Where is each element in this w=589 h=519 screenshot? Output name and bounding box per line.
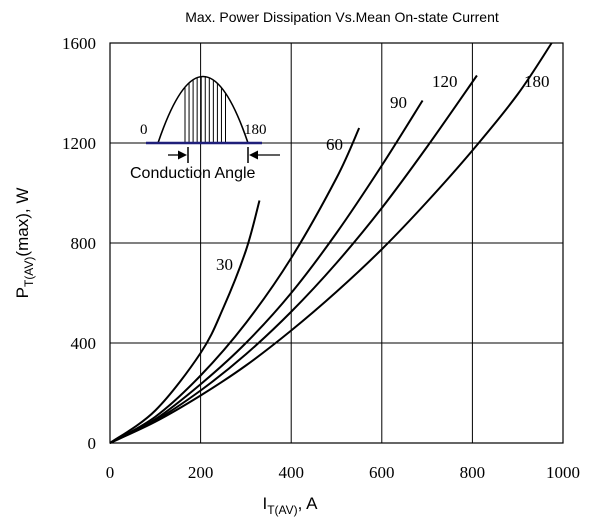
- series-120-line: [109, 74, 478, 444]
- inset-end-label: 180: [244, 122, 267, 138]
- x-tick-label: 1000: [546, 463, 580, 482]
- series-90-line: [109, 99, 424, 444]
- inset-hatching: [184, 76, 226, 143]
- y-axis-label-rest: (max), W: [13, 188, 32, 257]
- x-tick-label: 200: [188, 463, 214, 482]
- y-tick-labels: 0 400 800 1200 1600: [62, 34, 96, 453]
- y-tick-label: 0: [88, 434, 97, 453]
- inset-left-arrow-head: [178, 150, 187, 160]
- x-axis-label-main: I: [262, 494, 267, 513]
- x-axis-label: IT(AV), A: [262, 494, 318, 517]
- x-tick-label: 0: [106, 463, 115, 482]
- conduction-angle-inset: 0 180 Conduction Angle: [130, 75, 280, 182]
- inset-start-label: 0: [140, 122, 148, 138]
- x-tick-label: 800: [460, 463, 486, 482]
- y-tick-label: 800: [71, 234, 97, 253]
- y-axis-label-main: P: [13, 287, 32, 298]
- series-180-line: [109, 42, 553, 444]
- series-60-label: 60: [326, 135, 343, 154]
- y-axis-label: PT(AV)(max), W: [13, 188, 36, 299]
- y-tick-label: 1600: [62, 34, 96, 53]
- x-tick-label: 600: [369, 463, 395, 482]
- x-axis-label-sub: T(AV): [267, 503, 297, 517]
- y-tick-label: 1200: [62, 134, 96, 153]
- curves: [109, 42, 553, 444]
- series-90-label: 90: [390, 93, 407, 112]
- series-30-label: 30: [216, 255, 233, 274]
- grid-lines: [110, 43, 563, 443]
- series-120-label: 120: [432, 72, 458, 91]
- inset-right-arrow-head: [249, 150, 258, 160]
- x-tick-label: 400: [278, 463, 304, 482]
- y-tick-label: 400: [71, 334, 97, 353]
- plot-frame: [109, 42, 564, 444]
- series-30-line: [109, 200, 261, 444]
- y-axis-label-sub: T(AV): [22, 257, 36, 287]
- curve-labels: 30 60 90 120 180: [216, 72, 550, 274]
- inset-caption: Conduction Angle: [130, 165, 256, 182]
- x-axis-label-unit: , A: [298, 494, 319, 513]
- series-60-line: [109, 127, 361, 444]
- inset-waveform: [157, 75, 249, 144]
- x-tick-labels: 0 200 400 600 800 1000: [106, 463, 580, 482]
- chart-title: Max. Power Dissipation Vs.Mean On-state …: [185, 9, 499, 25]
- series-180-label: 180: [524, 72, 550, 91]
